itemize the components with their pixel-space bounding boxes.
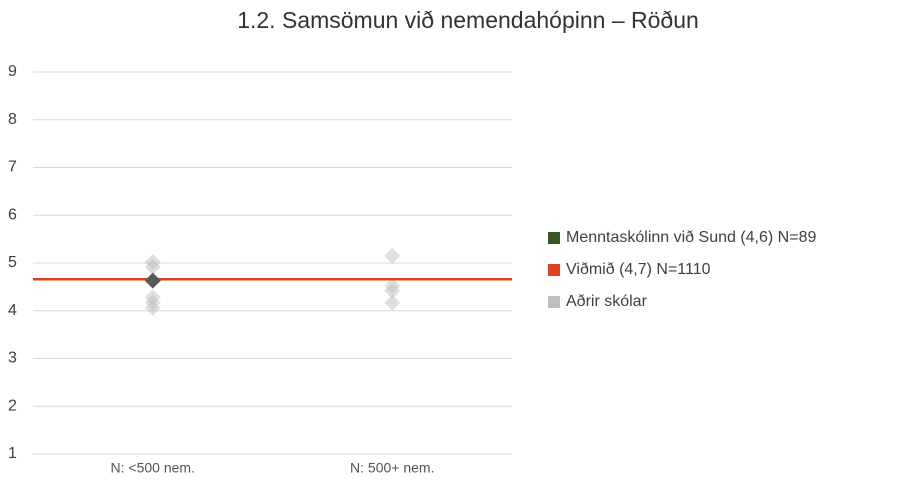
other-school-marker [384, 247, 401, 264]
other-school-marker [144, 299, 161, 316]
chart-title: 1.2. Samsömun við nemendahópinn – Röðun [237, 7, 699, 33]
y-tick-label: 6 [8, 206, 17, 223]
other-school-marker [144, 258, 161, 275]
y-tick-label: 9 [8, 63, 17, 80]
y-tick-label: 8 [8, 111, 17, 128]
y-tick-label: 3 [8, 350, 17, 367]
y-tick-label: 7 [8, 159, 17, 176]
other-school-marker [384, 282, 401, 299]
legend-label: Menntaskólinn við Sund (4,6) N=89 [566, 229, 816, 246]
y-tick-label: 2 [8, 397, 17, 414]
x-tick-label: N: <500 nem. [111, 460, 195, 476]
x-tick-label: N: 500+ nem. [350, 460, 434, 476]
legend-label: Aðrir skólar [566, 293, 648, 310]
legend-swatch [548, 264, 560, 276]
y-tick-label: 4 [8, 302, 17, 319]
y-tick-label: 5 [8, 254, 17, 271]
legend-label: Viðmið (4,7) N=1110 [566, 261, 711, 278]
legend-swatch [548, 232, 560, 244]
school-marker [144, 272, 161, 289]
other-school-marker [384, 294, 401, 311]
legend-swatch [548, 296, 560, 308]
y-tick-label: 1 [8, 445, 17, 462]
